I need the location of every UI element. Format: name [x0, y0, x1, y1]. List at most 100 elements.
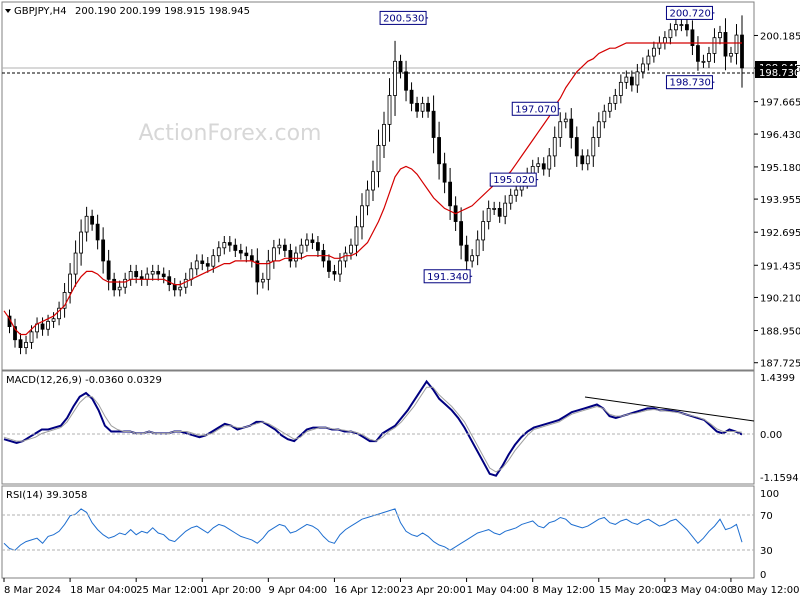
price-candle	[707, 46, 711, 68]
price-annotation: 200.530	[379, 10, 429, 25]
price-candle	[227, 235, 232, 252]
time-axis-label: 16 Apr 12:00	[334, 585, 399, 596]
price-candle	[172, 278, 177, 297]
price-candle	[718, 25, 722, 45]
level-price-tag	[755, 66, 797, 78]
price-axis-label: 188.950	[760, 327, 800, 338]
price-candle	[740, 15, 744, 88]
price-candle	[574, 126, 579, 167]
price-candle	[349, 238, 353, 260]
price-candle	[117, 280, 122, 297]
time-axis-label: 9 Apr 04:00	[268, 585, 327, 596]
price-candle	[68, 263, 72, 304]
price-candle	[415, 96, 419, 118]
price-candle	[701, 54, 706, 68]
time-axis-label: 1 May 04:00	[467, 585, 529, 596]
price-axis-label: 195.180	[760, 163, 800, 174]
price-candle	[662, 31, 667, 50]
rsi-tick-0: 0	[760, 570, 766, 581]
price-candle	[629, 70, 634, 92]
price-candle	[569, 108, 574, 149]
price-candle	[696, 36, 700, 71]
price-candle	[255, 248, 260, 295]
time-axis-label: 1 Apr 20:00	[202, 585, 261, 596]
annotation-label: 198.730	[669, 78, 710, 89]
price-candle	[503, 195, 508, 225]
price-candle	[277, 238, 282, 255]
symbol-label: GBPJPY,H4	[14, 6, 67, 17]
time-axis-label: 15 May 20:00	[599, 585, 668, 596]
macd-signal-line	[3, 386, 743, 473]
price-candle	[222, 235, 227, 255]
price-candle	[200, 254, 205, 271]
price-candle	[668, 23, 673, 45]
price-candle	[194, 254, 199, 276]
price-candle	[271, 239, 276, 269]
price-candle	[316, 235, 320, 258]
price-candle	[343, 246, 348, 268]
time-axis-label: 25 Mar 12:00	[136, 585, 203, 596]
price-candle	[651, 41, 656, 63]
moving-average-line	[3, 42, 742, 336]
annotation-label: 191.340	[427, 272, 468, 283]
time-axis-label: 8 May 12:00	[533, 585, 595, 596]
price-candle	[150, 264, 155, 281]
price-candle	[536, 157, 541, 173]
price-candle	[167, 270, 172, 292]
chart-header: GBPJPY,H4 200.190 200.199 198.915 198.94…	[5, 6, 250, 17]
price-candle	[393, 40, 397, 116]
price-candle	[437, 121, 441, 180]
rsi-panel-frame	[1, 485, 755, 579]
macd-tick-zero: 0.00	[760, 430, 782, 441]
rsi-tick-30: 30	[760, 546, 773, 557]
price-candle	[442, 152, 447, 194]
price-candle	[607, 96, 612, 118]
rsi-line	[3, 508, 743, 551]
price-candle	[139, 270, 144, 286]
price-axis-label: 200.185	[760, 31, 800, 42]
price-annotation: 200.720	[665, 5, 715, 20]
dropdown-triangle-icon[interactable]	[5, 9, 11, 13]
price-candle	[249, 249, 254, 268]
price-candle	[183, 272, 188, 294]
price-candle	[580, 149, 585, 171]
macd-title: MACD(12,26,9) -0.0360 0.0329	[6, 375, 162, 386]
price-candle	[360, 193, 364, 240]
price-candle	[57, 301, 61, 326]
price-candle	[602, 104, 607, 129]
price-candle	[492, 201, 497, 215]
price-candle	[723, 18, 728, 71]
price-candle	[486, 200, 491, 230]
price-candle	[134, 264, 139, 284]
price-axis-label: 196.430	[760, 130, 800, 141]
price-annotation: 198.730	[665, 75, 715, 90]
price-candle	[409, 82, 414, 112]
price-axis-label: 191.435	[760, 261, 800, 272]
watermark: ActionForex.com	[139, 121, 322, 146]
rsi-tick-70: 70	[760, 511, 773, 522]
price-candle	[420, 96, 425, 118]
price-candle	[266, 249, 271, 291]
price-candle	[84, 206, 89, 242]
price-candle	[244, 246, 249, 263]
price-candle	[376, 129, 381, 188]
price-candle	[685, 18, 689, 37]
price-annotation: 195.020	[489, 172, 539, 187]
price-candle	[426, 96, 430, 118]
macd-tick-bottom: -1.1594	[760, 473, 799, 484]
macd-tick-top: 1.4399	[760, 373, 795, 384]
price-candle	[123, 272, 128, 294]
price-candle	[90, 209, 95, 231]
price-axis-label: 192.695	[760, 228, 800, 239]
price-candle	[305, 233, 309, 252]
price-candle	[145, 267, 150, 286]
price-candle	[288, 243, 293, 268]
price-candle	[640, 57, 645, 79]
price-candle	[233, 238, 238, 258]
time-axis-label: 23 Apr 20:00	[401, 585, 466, 596]
price-candle	[387, 78, 392, 142]
price-candle	[161, 267, 166, 284]
price-candle	[18, 333, 23, 355]
